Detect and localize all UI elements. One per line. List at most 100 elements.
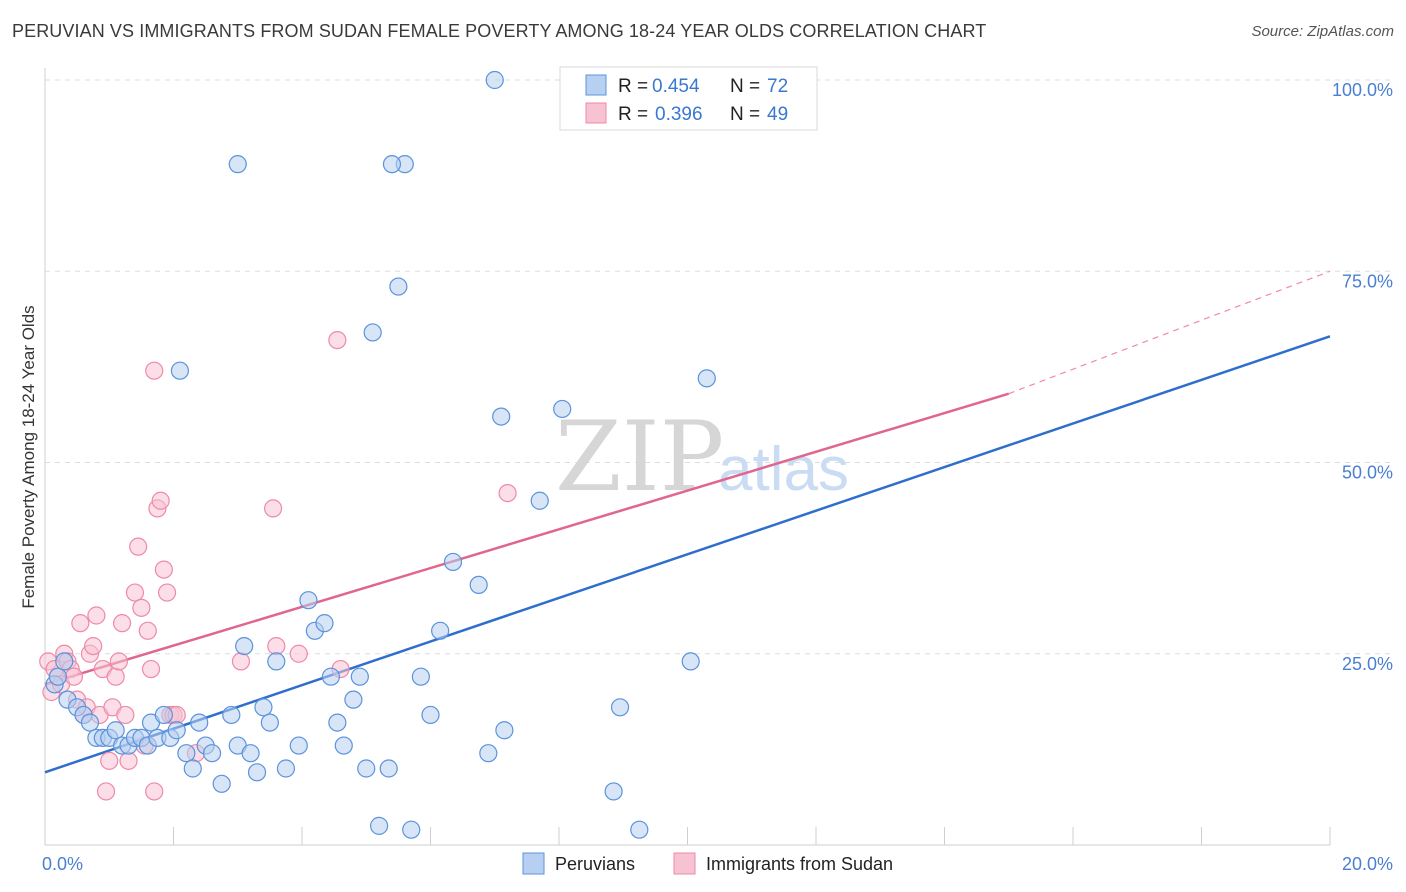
point-peruvians-31 bbox=[254, 698, 273, 717]
point-peruvians-38 bbox=[315, 614, 334, 633]
chart-title: PERUVIAN VS IMMIGRANTS FROM SUDAN FEMALE… bbox=[12, 21, 987, 41]
point-peruvians-30 bbox=[247, 763, 267, 782]
point-peruvians-59 bbox=[530, 491, 549, 510]
x-tick-label-min: 0.0% bbox=[42, 854, 83, 874]
point-peruvians-55 bbox=[469, 575, 488, 595]
point-peruvians-28 bbox=[235, 636, 254, 656]
point-peruvians-51 bbox=[411, 667, 430, 686]
point-peruvians-22 bbox=[190, 713, 209, 732]
point-peruvians-29 bbox=[241, 744, 260, 763]
point-peruvians-46 bbox=[370, 816, 389, 835]
point-sudan-45 bbox=[328, 331, 347, 350]
point-sudan-23 bbox=[112, 614, 132, 633]
trend-lines bbox=[44, 270, 1331, 774]
point-peruvians-9 bbox=[106, 721, 125, 740]
point-sudan-21 bbox=[106, 667, 125, 686]
point-peruvians-69 bbox=[228, 155, 247, 174]
legend-r-value-pink: 0.396 bbox=[655, 104, 703, 125]
point-peruvians-47 bbox=[379, 759, 398, 778]
legend-n-value-pink: 49 bbox=[767, 104, 788, 125]
axes bbox=[44, 68, 1331, 846]
legend-n-label-pink: N = bbox=[730, 104, 760, 125]
point-sudan-42 bbox=[267, 636, 286, 656]
point-peruvians-70 bbox=[55, 652, 74, 671]
gridlines bbox=[45, 79, 1395, 655]
point-peruvians-40 bbox=[328, 713, 347, 732]
point-sudan-32 bbox=[145, 782, 164, 801]
point-sudan-48 bbox=[263, 499, 283, 518]
point-peruvians-60 bbox=[553, 399, 572, 419]
point-peruvians-17 bbox=[154, 705, 173, 725]
point-sudan-19 bbox=[100, 751, 119, 770]
point-sudan-30 bbox=[138, 621, 157, 640]
point-peruvians-25 bbox=[212, 774, 231, 793]
point-peruvians-56 bbox=[479, 744, 498, 763]
bottom-legend-swatch-peruvians bbox=[522, 852, 545, 875]
watermark-zip: ZIP bbox=[555, 401, 724, 513]
point-sudan-43 bbox=[289, 644, 308, 663]
point-sudan-10 bbox=[71, 614, 90, 633]
y-axis-label: Female Poverty Among 18-24 Year Olds bbox=[19, 305, 38, 608]
point-sudan-47 bbox=[498, 484, 517, 503]
point-peruvians-50 bbox=[402, 820, 421, 839]
point-sudan-27 bbox=[129, 537, 148, 556]
trend-line-sudan bbox=[44, 392, 1010, 686]
point-sudan-46 bbox=[145, 361, 164, 380]
point-sudan-34 bbox=[151, 491, 170, 510]
legend-n-label-blue: N = bbox=[730, 76, 760, 97]
legend-r-label-pink: R = bbox=[618, 104, 648, 125]
legend-r-label-blue: R = bbox=[618, 76, 648, 97]
point-peruvians-20 bbox=[177, 744, 196, 763]
bottom-legend-sudan: Immigrants from Sudan bbox=[706, 854, 893, 874]
bottom-legend-peruvians: Peruvians bbox=[555, 854, 635, 874]
point-sudan-35 bbox=[154, 560, 173, 579]
legend-swatch-blue bbox=[585, 74, 607, 96]
point-sudan-41 bbox=[231, 652, 251, 671]
point-peruvians-67 bbox=[485, 70, 504, 90]
point-peruvians-63 bbox=[630, 820, 649, 839]
point-peruvians-32 bbox=[260, 713, 279, 732]
point-sudan-28 bbox=[132, 598, 151, 617]
point-peruvians-48 bbox=[389, 277, 408, 296]
point-peruvians-26 bbox=[222, 705, 241, 725]
point-sudan-15 bbox=[87, 606, 106, 625]
watermark-atlas: atlas bbox=[718, 435, 849, 504]
source-label: Source: ZipAtlas.com bbox=[1251, 23, 1394, 40]
x-tick-label-max: 20.0% bbox=[1342, 854, 1393, 874]
point-peruvians-68 bbox=[382, 155, 402, 174]
trend-line-sudan-extension bbox=[1008, 270, 1331, 395]
legend-swatch-pink bbox=[585, 102, 607, 124]
y-tick-labels: 25.0% 50.0% 75.0% 100.0% bbox=[1332, 80, 1393, 674]
point-peruvians-61 bbox=[604, 782, 623, 801]
bottom-legend-swatch-sudan bbox=[673, 852, 696, 875]
y-tick-label-75: 75.0% bbox=[1342, 271, 1393, 291]
point-peruvians-36 bbox=[299, 591, 318, 610]
point-peruvians-45 bbox=[363, 323, 382, 342]
point-peruvians-53 bbox=[431, 621, 450, 640]
point-peruvians-5 bbox=[80, 713, 100, 732]
legend-n-value-blue: 72 bbox=[767, 76, 788, 97]
bottom-legend: Peruvians Immigrants from Sudan bbox=[522, 852, 893, 875]
point-peruvians-44 bbox=[357, 759, 376, 778]
point-peruvians-43 bbox=[350, 667, 369, 686]
point-sudan-25 bbox=[119, 751, 138, 770]
point-peruvians-57 bbox=[492, 407, 511, 426]
y-tick-label-100: 100.0% bbox=[1332, 80, 1393, 100]
point-peruvians-41 bbox=[334, 736, 353, 755]
series-peruvians-points bbox=[45, 70, 716, 839]
point-sudan-26 bbox=[125, 583, 145, 602]
point-sudan-31 bbox=[141, 659, 161, 679]
point-peruvians-71 bbox=[170, 361, 190, 380]
point-sudan-36 bbox=[157, 583, 177, 602]
point-peruvians-64 bbox=[681, 652, 700, 671]
point-peruvians-62 bbox=[610, 698, 630, 717]
point-peruvians-34 bbox=[276, 759, 296, 778]
point-peruvians-24 bbox=[202, 744, 222, 763]
point-sudan-22 bbox=[109, 652, 128, 671]
point-sudan-14 bbox=[84, 636, 103, 656]
legend-box: R = 0.454 N = 72 R = 0.396 N = 49 bbox=[559, 66, 818, 131]
point-peruvians-39 bbox=[321, 667, 341, 686]
point-peruvians-21 bbox=[183, 759, 202, 778]
point-sudan-24 bbox=[116, 705, 135, 725]
